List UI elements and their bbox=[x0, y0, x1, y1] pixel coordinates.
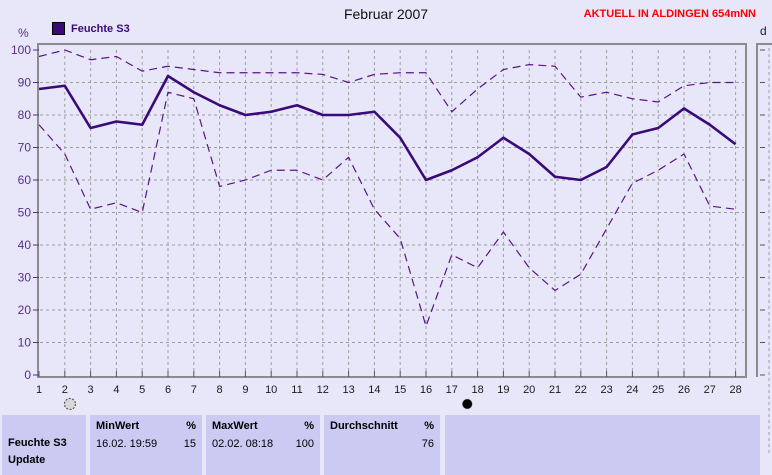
x-tick-label: 8 bbox=[217, 384, 223, 396]
adjacent-panel-axis-label: d bbox=[760, 24, 767, 38]
x-tick-label: 26 bbox=[678, 384, 690, 396]
x-tick-label: 12 bbox=[317, 384, 329, 396]
table-cell-minwert: MinWert % 16.02. 19:59 15 bbox=[90, 415, 202, 475]
y-tick-label: 20 bbox=[18, 303, 32, 317]
table-cell-sensor: Feuchte S3 Update bbox=[2, 415, 86, 475]
x-tick-label: 28 bbox=[729, 384, 741, 396]
x-tick-label: 22 bbox=[575, 384, 587, 396]
new-moon-icon bbox=[462, 398, 473, 410]
x-tick-label: 19 bbox=[497, 384, 509, 396]
minwert-header: MinWert bbox=[96, 420, 140, 432]
x-tick-label: 2 bbox=[62, 384, 68, 396]
y-tick-label: 0 bbox=[24, 368, 31, 382]
y-tick-label: 90 bbox=[18, 76, 32, 90]
x-tick-label: 24 bbox=[626, 384, 638, 396]
x-tick-label: 5 bbox=[139, 384, 145, 396]
minwert-unit: % bbox=[186, 420, 196, 432]
x-tick-label: 13 bbox=[342, 384, 354, 396]
chart-legend: Feuchte S3 bbox=[52, 22, 130, 35]
x-tick-label: 20 bbox=[523, 384, 535, 396]
x-tick-label: 1 bbox=[36, 384, 42, 396]
x-tick-label: 3 bbox=[88, 384, 94, 396]
y-tick-label: 50 bbox=[18, 206, 32, 220]
table-cell-durchschnitt: Durchschnitt % 76 bbox=[324, 415, 440, 475]
y-tick-label: 30 bbox=[18, 271, 32, 285]
y-tick-label: 60 bbox=[18, 173, 32, 187]
table-cell-empty bbox=[445, 415, 760, 475]
x-tick-label: 23 bbox=[600, 384, 612, 396]
maxwert-datetime: 02.02. 08:18 bbox=[212, 438, 274, 450]
x-tick-label: 14 bbox=[368, 384, 380, 396]
x-tick-label: 18 bbox=[471, 384, 483, 396]
x-tick-label: 17 bbox=[446, 384, 458, 396]
x-tick-label: 21 bbox=[549, 384, 561, 396]
stats-table: Feuchte S3 Update MinWert % 16.02. 19:59… bbox=[0, 415, 772, 475]
sensor-name-label: Feuchte S3 bbox=[8, 437, 67, 449]
x-tick-label: 25 bbox=[652, 384, 664, 396]
x-tick-label: 6 bbox=[165, 384, 171, 396]
x-tick-label: 7 bbox=[191, 384, 197, 396]
table-cell-maxwert: MaxWert % 02.02. 08:18 100 bbox=[206, 415, 320, 475]
x-tick-label: 15 bbox=[394, 384, 406, 396]
durchschnitt-unit: % bbox=[424, 420, 434, 432]
legend-color-swatch bbox=[52, 22, 65, 35]
x-tick-label: 4 bbox=[113, 384, 119, 396]
series-line-min bbox=[38, 91, 736, 327]
y-tick-label: 100 bbox=[11, 43, 31, 57]
maxwert-value: 100 bbox=[295, 438, 314, 450]
full-moon-icon bbox=[63, 398, 76, 410]
durchschnitt-value: 76 bbox=[421, 438, 434, 450]
series-line-max bbox=[38, 49, 736, 113]
y-tick-label: 40 bbox=[18, 238, 32, 252]
station-status-label: AKTUELL IN ALDINGEN 654mNN bbox=[583, 8, 756, 20]
y-tick-label: 10 bbox=[18, 336, 32, 350]
minwert-datetime: 16.02. 19:59 bbox=[96, 438, 158, 450]
x-tick-label: 27 bbox=[704, 384, 716, 396]
durchschnitt-header: Durchschnitt bbox=[330, 420, 398, 432]
sensor-secondrow-label: Update bbox=[8, 454, 46, 466]
x-tick-label: 10 bbox=[265, 384, 277, 396]
legend-series-label: Feuchte S3 bbox=[71, 22, 130, 35]
minwert-value: 15 bbox=[183, 438, 196, 450]
y-axis-unit-label: % bbox=[18, 26, 29, 40]
y-tick-label: 80 bbox=[18, 108, 32, 122]
x-tick-label: 11 bbox=[291, 384, 302, 396]
y-tick-label: 70 bbox=[18, 141, 32, 155]
page-title: Februar 2007 bbox=[343, 6, 429, 22]
chart-plot-area[interactable] bbox=[38, 44, 746, 377]
x-tick-label: 9 bbox=[242, 384, 248, 396]
maxwert-header: MaxWert bbox=[212, 420, 258, 432]
x-tick-label: 16 bbox=[420, 384, 432, 396]
maxwert-unit: % bbox=[304, 420, 314, 432]
plot-frame bbox=[37, 43, 747, 378]
series-line-mean bbox=[38, 74, 737, 182]
